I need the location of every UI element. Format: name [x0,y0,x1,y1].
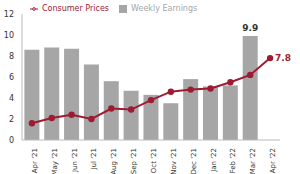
svg-text:May '21: May '21 [51,148,59,174]
svg-text:Jul '21: Jul '21 [90,148,98,171]
svg-text:10: 10 [8,31,14,40]
svg-text:12: 12 [8,10,14,19]
svg-text:Nov '21: Nov '21 [170,148,178,174]
svg-text:4: 4 [9,94,14,103]
svg-text:Jun '21: Jun '21 [71,148,79,173]
svg-text:7.8: 7.8 [275,53,291,63]
svg-text:Apr '22: Apr '22 [269,148,277,173]
svg-text:Apr '21: Apr '21 [31,148,39,173]
svg-text:6: 6 [9,73,14,82]
svg-text:2: 2 [9,115,14,124]
svg-text:Dec '21: Dec '21 [190,148,198,174]
svg-text:Oct '21: Oct '21 [150,148,158,173]
svg-text:Jan '22: Jan '22 [210,148,218,173]
svg-text:Mar '22: Mar '22 [249,148,257,174]
svg-text:Aug '21: Aug '21 [110,148,118,174]
svg-text:Feb '22: Feb '22 [229,148,237,173]
svg-text:0: 0 [9,136,14,145]
svg-text:8: 8 [9,52,14,61]
svg-text:Sep '21: Sep '21 [130,148,138,174]
svg-text:9.9: 9.9 [242,23,258,33]
html-text:Consumer Prices: Consumer Prices [42,4,109,13]
html-text:Weekly Earnings: Weekly Earnings [131,4,198,13]
